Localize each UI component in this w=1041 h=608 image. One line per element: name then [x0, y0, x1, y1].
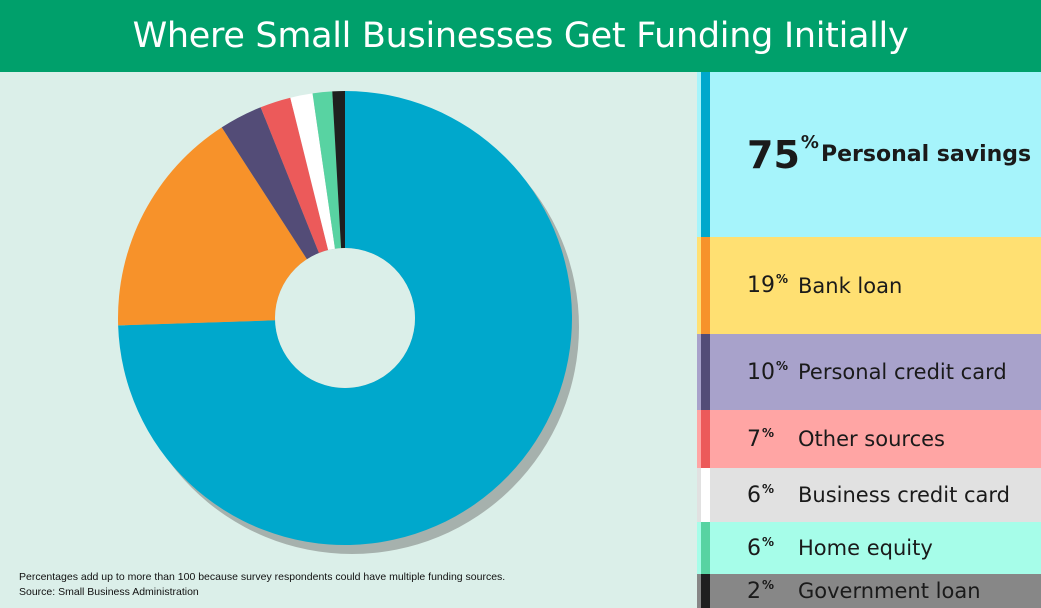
legend-swatch [701, 522, 710, 574]
slice-government-loan [332, 91, 345, 249]
chart-area [0, 72, 697, 608]
legend-label: Personal savings [821, 142, 1032, 167]
chart-title: Where Small Businesses Get Funding Initi… [132, 16, 909, 56]
legend-swatch [701, 574, 710, 608]
legend-label: Home equity [798, 536, 933, 560]
legend-item-home-equity: 6% Home equity [697, 522, 1041, 574]
legend-percent: 19% [747, 272, 789, 298]
footnote-note: Percentages add up to more than 100 beca… [19, 571, 506, 583]
donut-hole [275, 248, 415, 388]
legend-percent: 10% [747, 358, 789, 385]
legend-label: Other sources [798, 427, 945, 451]
legend-item-government-loan: 2% Government loan [697, 574, 1041, 608]
slice-business-credit-card [290, 93, 335, 251]
legend-percent: 75% [747, 131, 819, 177]
legend-item-other-sources: 7% Other sources [697, 410, 1041, 468]
legend-item-bank-loan: 19% Bank loan [697, 237, 1041, 334]
legend-swatch [701, 237, 710, 334]
footnote: Percentages add up to more than 100 beca… [19, 570, 505, 600]
slice-home-equity [312, 91, 342, 249]
legend-percent: 7% [747, 425, 775, 452]
legend-item-personal-savings: 75% Personal savings [697, 72, 1041, 237]
slice-personal-credit-card [221, 107, 319, 260]
legend-item-business-credit-card: 6% Business credit card [697, 468, 1041, 522]
slice-other-sources [260, 97, 329, 254]
legend: 75% Personal savings 19% Bank loan 10% P… [697, 72, 1041, 608]
legend-percent: 6% [747, 481, 775, 508]
legend-swatch [701, 334, 710, 410]
legend-label: Business credit card [798, 483, 1010, 507]
legend-label: Personal credit card [798, 360, 1007, 384]
legend-label: Bank loan [798, 273, 903, 298]
title-bar: Where Small Businesses Get Funding Initi… [0, 0, 1041, 72]
legend-swatch [701, 468, 710, 522]
footnote-source: Source: Small Business Administration [19, 586, 199, 598]
legend-label: Government loan [798, 579, 981, 603]
legend-percent: 6% [747, 534, 775, 561]
slice-personal-savings [118, 91, 572, 545]
legend-swatch [701, 410, 710, 468]
slice-bank-loan [118, 127, 307, 326]
legend-item-personal-credit-card: 10% Personal credit card [697, 334, 1041, 410]
legend-swatch [701, 72, 710, 237]
legend-percent: 2% [747, 577, 775, 604]
donut-chart [118, 91, 579, 554]
